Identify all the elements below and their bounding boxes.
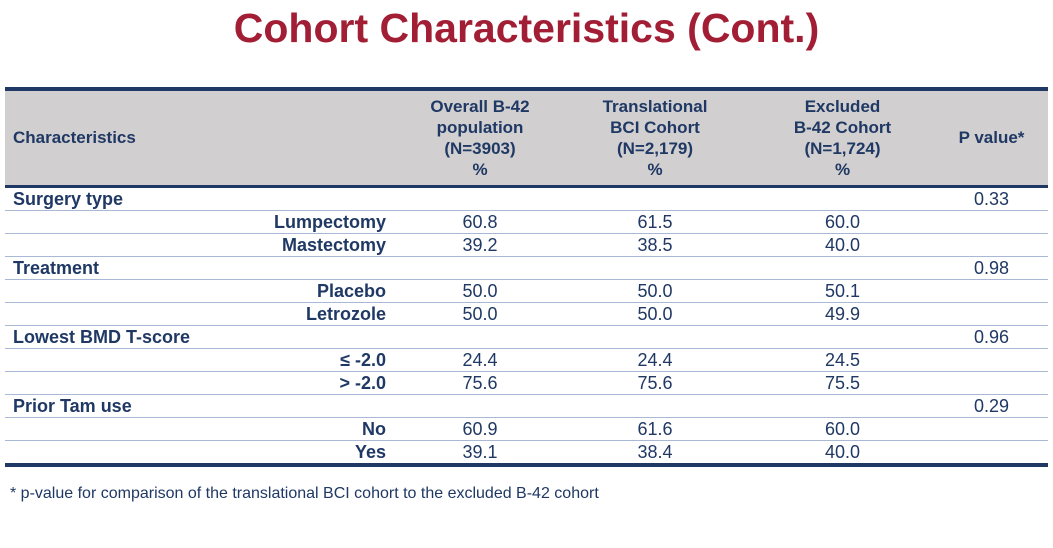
value-cell: 50.1 [750, 278, 935, 302]
pvalue-cell [935, 209, 1048, 233]
value-cell [750, 324, 935, 348]
value-cell: 49.9 [750, 301, 935, 325]
section-row: Prior Tam use 0.29 [5, 393, 1048, 417]
column-header-excluded-b42: Excluded B-42 Cohort (N=1,724) % [750, 89, 935, 188]
value-cell: 24.4 [400, 347, 560, 371]
value-cell: 50.0 [400, 301, 560, 325]
item-row: Lumpectomy 60.8 61.5 60.0 [5, 209, 1048, 233]
value-cell [560, 393, 750, 417]
footnote: * p-value for comparison of the translat… [10, 484, 599, 502]
section-row: Lowest BMD T-score 0.96 [5, 324, 1048, 348]
pvalue-cell [935, 301, 1048, 325]
value-cell: 39.1 [400, 439, 560, 465]
pvalue-cell [935, 278, 1048, 302]
pvalue-cell: 0.33 [973, 188, 1010, 209]
value-cell: 61.5 [560, 209, 750, 233]
pvalue-cell: 0.98 [935, 255, 1048, 279]
column-header-translational-bci: Translational BCI Cohort (N=2,179) % [560, 89, 750, 188]
pvalue-cell [935, 347, 1048, 371]
row-label: Mastectomy [5, 232, 400, 256]
value-cell [750, 186, 935, 210]
pvalue-cell [935, 370, 1048, 394]
value-cell [560, 255, 750, 279]
section-row: Surgery type 0.33 [5, 186, 1048, 210]
row-label: Prior Tam use [5, 393, 400, 417]
pvalue-cell: 0.96 [935, 324, 1048, 348]
page-title: Cohort Characteristics (Cont.) [233, 5, 820, 51]
value-cell: 60.0 [750, 416, 935, 440]
table-body: Surgery type 0.33 Lumpectomy 60.8 61.5 60.0 Ma… [5, 186, 1048, 465]
pvalue-cell [935, 416, 1048, 440]
row-label: Lumpectomy [5, 209, 400, 233]
table-header: Characteristics Overall B-42 population … [5, 89, 1048, 188]
value-cell [400, 393, 560, 417]
value-cell [750, 255, 935, 279]
value-cell: 60.0 [750, 209, 935, 233]
value-cell [560, 324, 750, 348]
row-label: Lowest BMD T-score [5, 324, 400, 348]
cohort-characteristics-table: Characteristics Overall B-42 population … [5, 87, 1048, 467]
column-header-p-value: P value* [935, 89, 1048, 188]
value-cell: 38.5 [560, 232, 750, 256]
value-cell: 75.5 [750, 370, 935, 394]
item-row: Yes 39.1 38.4 40.0 [5, 439, 1048, 465]
item-row: ≤ -2.0 24.4 24.4 24.5 [5, 347, 1048, 371]
row-label: Treatment [5, 255, 400, 279]
value-cell: 61.6 [560, 416, 750, 440]
value-cell: 75.6 [400, 370, 560, 394]
row-label: ≤ -2.0 [5, 347, 400, 371]
value-cell [750, 393, 935, 417]
item-row: Mastectomy 39.2 38.5 40.0 [5, 232, 1048, 256]
value-cell: 24.5 [750, 347, 935, 371]
value-cell: 40.0 [750, 232, 935, 256]
value-cell: 40.0 [750, 439, 935, 465]
row-label: Surgery type [13, 188, 124, 209]
header-row: Characteristics Overall B-42 population … [5, 89, 1048, 188]
value-cell: 50.0 [560, 278, 750, 302]
value-cell [400, 255, 560, 279]
item-row: Letrozole 50.0 50.0 49.9 [5, 301, 1048, 325]
value-cell: 60.8 [400, 209, 560, 233]
row-label: Placebo [5, 278, 400, 302]
section-row: Treatment 0.98 [5, 255, 1048, 279]
column-header-characteristics: Characteristics [5, 89, 400, 188]
value-cell [400, 324, 560, 348]
item-row: Placebo 50.0 50.0 50.1 [5, 278, 1048, 302]
item-row: > -2.0 75.6 75.6 75.5 [5, 370, 1048, 394]
value-cell: 38.4 [560, 439, 750, 465]
value-cell: 50.0 [560, 301, 750, 325]
value-cell: 60.9 [400, 416, 560, 440]
value-cell: 39.2 [400, 232, 560, 256]
pvalue-cell: 0.29 [935, 393, 1048, 417]
value-cell [400, 186, 560, 210]
value-cell: 24.4 [560, 347, 750, 371]
column-header-overall-b42: Overall B-42 population (N=3903) % [400, 89, 560, 188]
row-label: No [5, 416, 400, 440]
item-row: No 60.9 61.6 60.0 [5, 416, 1048, 440]
row-label: > -2.0 [5, 370, 400, 394]
row-label: Yes [5, 439, 400, 465]
value-cell: 50.0 [400, 278, 560, 302]
pvalue-cell [935, 232, 1048, 256]
row-label: Letrozole [5, 301, 400, 325]
value-cell [560, 186, 750, 210]
pvalue-cell [935, 439, 1048, 465]
value-cell: 75.6 [560, 370, 750, 394]
